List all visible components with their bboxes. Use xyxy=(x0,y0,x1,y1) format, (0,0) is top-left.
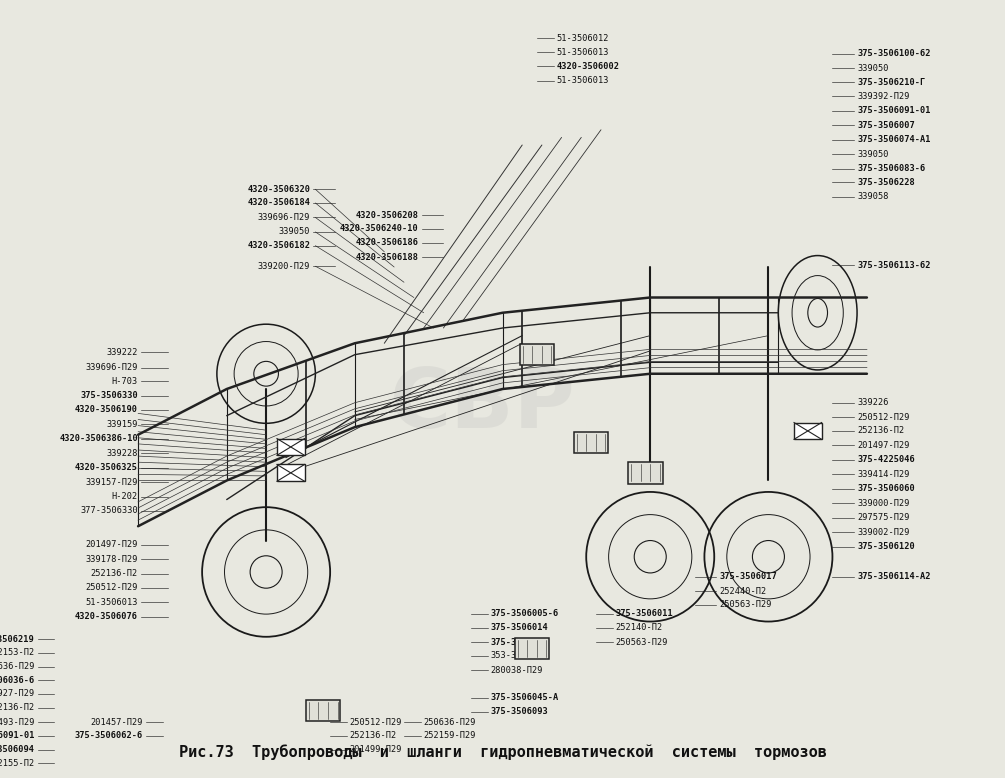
Text: 51-3506013: 51-3506013 xyxy=(557,76,609,86)
Text: 250512-П29: 250512-П29 xyxy=(85,584,138,593)
Text: 4320-3506182: 4320-3506182 xyxy=(247,241,311,251)
Bar xyxy=(628,462,662,484)
Text: 339228: 339228 xyxy=(107,449,138,457)
Text: 252136-П2: 252136-П2 xyxy=(90,569,138,578)
Text: 339159: 339159 xyxy=(107,419,138,429)
Text: 339000-П29: 339000-П29 xyxy=(857,499,910,508)
Bar xyxy=(277,439,305,455)
Text: 339222: 339222 xyxy=(107,348,138,357)
Text: 297575-П29: 297575-П29 xyxy=(857,513,910,522)
Text: 201497-П29: 201497-П29 xyxy=(857,441,910,450)
Text: 250563-П29: 250563-П29 xyxy=(720,601,772,609)
Text: 375-3506219: 375-3506219 xyxy=(0,635,34,643)
Text: 375-3506210-Г: 375-3506210-Г xyxy=(857,78,926,87)
Text: 339200-П29: 339200-П29 xyxy=(258,261,311,271)
Text: 339050: 339050 xyxy=(857,64,888,72)
Text: 339058: 339058 xyxy=(857,192,888,202)
Text: Н-703: Н-703 xyxy=(112,377,138,386)
Text: 375-3506074-А1: 375-3506074-А1 xyxy=(857,135,931,144)
Text: 4320-3506188: 4320-3506188 xyxy=(356,253,419,261)
Text: 375-3506093: 375-3506093 xyxy=(490,707,549,716)
Text: 375-3506330: 375-3506330 xyxy=(80,391,138,401)
Text: 375-3506017: 375-3506017 xyxy=(720,572,777,581)
Text: 375-3506011: 375-3506011 xyxy=(616,609,673,619)
Text: 252159-П29: 252159-П29 xyxy=(424,731,476,741)
Text: 375-3506091-01: 375-3506091-01 xyxy=(857,107,931,115)
Text: 375-3506012: 375-3506012 xyxy=(490,638,549,647)
Text: 252136-П2: 252136-П2 xyxy=(350,731,397,741)
Text: 375-3506083-6: 375-3506083-6 xyxy=(857,164,926,173)
Text: 252136-П2: 252136-П2 xyxy=(0,703,34,712)
Text: 51-3506013: 51-3506013 xyxy=(85,598,138,607)
Text: 339696-П29: 339696-П29 xyxy=(85,363,138,372)
Text: 201457-П29: 201457-П29 xyxy=(90,717,143,727)
Text: 51-3506012: 51-3506012 xyxy=(557,33,609,43)
Text: 375-3506014: 375-3506014 xyxy=(490,623,549,633)
Text: 250512-П29: 250512-П29 xyxy=(350,717,402,727)
Text: 250512-П29: 250512-П29 xyxy=(857,412,910,422)
Text: 4320-3506002: 4320-3506002 xyxy=(557,62,620,71)
Text: Н2927-П29: Н2927-П29 xyxy=(0,689,34,699)
Text: 4320-3506208: 4320-3506208 xyxy=(356,211,419,219)
Bar xyxy=(520,344,554,366)
Text: 51-3506013: 51-3506013 xyxy=(557,47,609,57)
Text: Рис.73  Трубопроводы  и  шланги  гидропневматической  системы  тормозов: Рис.73 Трубопроводы и шланги гидропневма… xyxy=(179,745,826,760)
Text: 201499-П29: 201499-П29 xyxy=(350,745,402,754)
Text: 252140-П2: 252140-П2 xyxy=(616,623,663,633)
Bar xyxy=(277,464,305,482)
Text: 4320-3506184: 4320-3506184 xyxy=(247,198,311,208)
Text: 280038-П29: 280038-П29 xyxy=(490,666,543,675)
Text: 250636-П29: 250636-П29 xyxy=(424,717,476,727)
Text: 4320-3506320: 4320-3506320 xyxy=(247,184,311,194)
Text: 375-3506120: 375-3506120 xyxy=(857,542,915,552)
Text: 252136-П2: 252136-П2 xyxy=(857,426,904,436)
Text: 339226: 339226 xyxy=(857,398,888,407)
Text: 4320-3506325: 4320-3506325 xyxy=(75,463,138,472)
Bar xyxy=(306,700,341,721)
Text: 375-3506036-6: 375-3506036-6 xyxy=(0,676,34,685)
Text: 375-3506114-А2: 375-3506114-А2 xyxy=(857,572,931,581)
Text: 375-3506005-6: 375-3506005-6 xyxy=(490,609,559,619)
Text: 375-3506113-62: 375-3506113-62 xyxy=(857,261,931,270)
Bar xyxy=(794,422,822,440)
Text: 339392-П29: 339392-П29 xyxy=(857,92,910,100)
Text: 4320-3506386-10: 4320-3506386-10 xyxy=(59,434,138,443)
Text: 377-3506330: 377-3506330 xyxy=(80,506,138,516)
Text: 4320-3506094: 4320-3506094 xyxy=(0,745,34,754)
Text: 4320-3506076: 4320-3506076 xyxy=(75,612,138,622)
Text: 339002-П29: 339002-П29 xyxy=(857,527,910,537)
Text: 250563-П29: 250563-П29 xyxy=(616,638,668,647)
Text: 252153-П2: 252153-П2 xyxy=(0,648,34,657)
Text: 375-3506045-А: 375-3506045-А xyxy=(490,693,559,703)
Text: 375-3506100-62: 375-3506100-62 xyxy=(857,49,931,58)
Text: 250636-П29: 250636-П29 xyxy=(0,662,34,671)
Text: 252155-П2: 252155-П2 xyxy=(0,759,34,768)
Text: 339050: 339050 xyxy=(857,149,888,159)
Text: 339178-П29: 339178-П29 xyxy=(85,555,138,563)
Text: 375-4225046: 375-4225046 xyxy=(857,455,915,464)
Text: 339157-П29: 339157-П29 xyxy=(85,478,138,486)
Text: 375-3506060: 375-3506060 xyxy=(857,485,915,493)
Text: 375-3506228: 375-3506228 xyxy=(857,178,915,187)
Bar xyxy=(515,637,550,659)
Text: 375-3506007: 375-3506007 xyxy=(857,121,915,130)
Text: 339414-П29: 339414-П29 xyxy=(857,470,910,479)
Text: CBP: CBP xyxy=(390,364,576,445)
Text: 4320-3506190: 4320-3506190 xyxy=(75,405,138,414)
Bar xyxy=(574,432,608,453)
Text: 339696-П29: 339696-П29 xyxy=(258,213,311,222)
Text: 252440-П2: 252440-П2 xyxy=(720,587,767,595)
Text: 4320-3506186: 4320-3506186 xyxy=(356,238,419,247)
Text: 201497-П29: 201497-П29 xyxy=(85,540,138,549)
Text: 201493-П29: 201493-П29 xyxy=(0,717,34,727)
Text: 339050: 339050 xyxy=(279,227,311,237)
Text: 353-3916017: 353-3916017 xyxy=(490,651,549,661)
Text: 4320-3506240-10: 4320-3506240-10 xyxy=(340,224,419,233)
Text: 375-3506062-6: 375-3506062-6 xyxy=(74,731,143,741)
Text: 375-3506091-01: 375-3506091-01 xyxy=(0,731,34,741)
Text: Н-202: Н-202 xyxy=(112,492,138,501)
